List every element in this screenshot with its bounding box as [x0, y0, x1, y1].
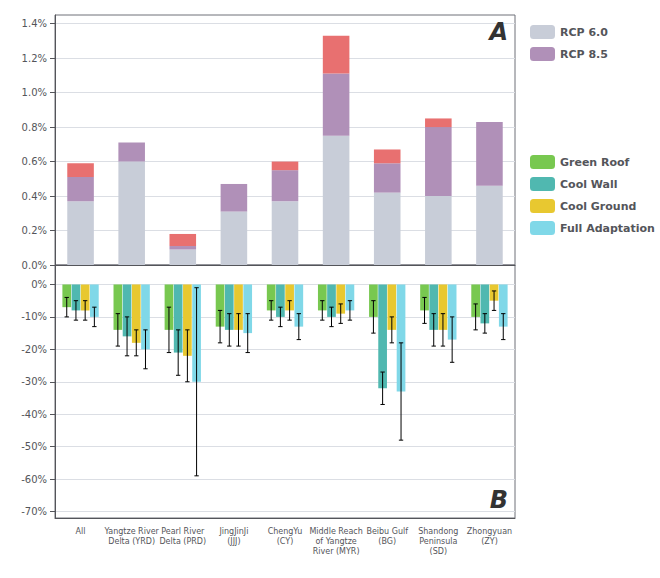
- svg-text:1.0%: 1.0%: [22, 87, 47, 98]
- svg-text:Yangtze River: Yangtze River: [103, 527, 159, 536]
- svg-text:-20%: -20%: [21, 344, 47, 355]
- svg-text:0.4%: 0.4%: [22, 191, 47, 202]
- svg-text:Beibu Gulf: Beibu Gulf: [366, 527, 408, 536]
- svg-text:JingJinJi: JingJinJi: [218, 527, 248, 536]
- svg-text:1.4%: 1.4%: [22, 18, 47, 29]
- svg-text:ChengYu: ChengYu: [268, 527, 303, 536]
- svg-text:Middle Reach: Middle Reach: [309, 527, 362, 536]
- svg-text:-40%: -40%: [21, 409, 47, 420]
- svg-text:(JJJ): (JJJ): [227, 537, 240, 546]
- svg-text:-30%: -30%: [21, 376, 47, 387]
- svg-text:(SD): (SD): [430, 547, 447, 556]
- svg-text:-70%: -70%: [21, 506, 47, 517]
- svg-text:of Yangtze: of Yangtze: [315, 537, 356, 546]
- svg-text:RCP 6.0: RCP 6.0: [560, 26, 608, 39]
- svg-text:Cool Ground: Cool Ground: [560, 200, 636, 213]
- svg-text:Full Adaptation: Full Adaptation: [560, 222, 655, 235]
- svg-text:River (MYR): River (MYR): [313, 547, 360, 556]
- svg-text:Zhongyuan: Zhongyuan: [467, 527, 512, 536]
- svg-text:RCP 8.5: RCP 8.5: [560, 48, 608, 61]
- svg-text:A: A: [487, 18, 508, 46]
- svg-text:0.2%: 0.2%: [22, 225, 47, 236]
- svg-text:0.0%: 0.0%: [22, 260, 47, 271]
- svg-text:Shandong: Shandong: [418, 527, 458, 536]
- svg-text:0.6%: 0.6%: [22, 156, 47, 167]
- svg-text:Peninsula: Peninsula: [419, 537, 457, 546]
- svg-text:Green Roof: Green Roof: [560, 156, 630, 169]
- svg-text:B: B: [490, 486, 508, 514]
- svg-text:All: All: [76, 527, 86, 536]
- svg-text:Pearl River: Pearl River: [161, 527, 205, 536]
- svg-text:1.2%: 1.2%: [22, 53, 47, 64]
- svg-text:(BG): (BG): [378, 537, 396, 546]
- svg-text:0%: 0%: [31, 279, 47, 290]
- svg-text:Cool Wall: Cool Wall: [560, 178, 618, 191]
- svg-text:Delta (PRD): Delta (PRD): [159, 537, 206, 546]
- svg-text:0.8%: 0.8%: [22, 122, 47, 133]
- svg-text:-50%: -50%: [21, 441, 47, 452]
- svg-text:(CY): (CY): [277, 537, 294, 546]
- svg-text:(ZY): (ZY): [481, 537, 498, 546]
- svg-text:-60%: -60%: [21, 474, 47, 485]
- svg-text:-10%: -10%: [21, 311, 47, 322]
- svg-text:Delta (YRD): Delta (YRD): [108, 537, 155, 546]
